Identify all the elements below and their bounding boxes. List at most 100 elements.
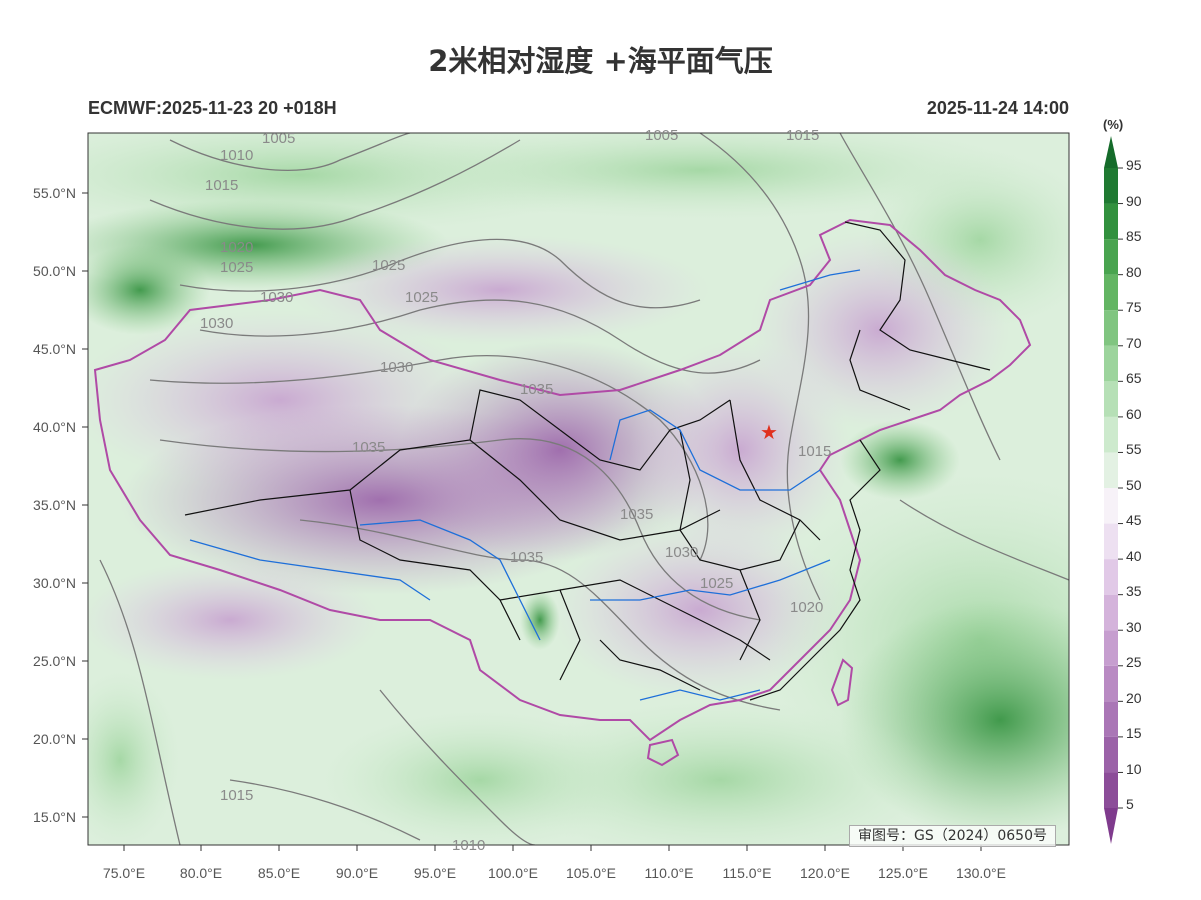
lat-label: 25.0°N — [33, 653, 76, 669]
valid-time-label: 2025-11-24 14:00 — [926, 98, 1069, 118]
colorbar-segment — [1104, 630, 1118, 666]
capital-star-icon: ★ — [760, 420, 778, 444]
colorbar-segment — [1104, 701, 1118, 737]
colorbar-label: 65 — [1126, 370, 1142, 386]
lon-label: 95.0°E — [414, 865, 456, 881]
isobar-label: 1035 — [520, 381, 553, 398]
isobar-label: 1005 — [645, 127, 678, 144]
colorbar-segment — [1104, 381, 1118, 417]
isobar-label: 1025 — [220, 259, 253, 276]
colorbar-label: 25 — [1126, 654, 1142, 670]
colorbar-unit: (%) — [1103, 117, 1124, 132]
colorbar-label: 45 — [1126, 512, 1142, 528]
province-borders — [184, 221, 991, 691]
lat-label: 15.0°N — [33, 809, 76, 825]
lat-label: 30.0°N — [33, 575, 76, 591]
isobar-label: 1030 — [380, 359, 413, 376]
colorbar-label: 70 — [1126, 335, 1142, 351]
colorbar-segment — [1104, 452, 1118, 488]
isobar-label: 1025 — [372, 257, 405, 274]
isobar-label: 1020 — [220, 239, 253, 256]
colorbar-segment — [1104, 345, 1118, 382]
colorbar-arrow-top — [1104, 136, 1118, 168]
colorbar-segment — [1104, 274, 1118, 311]
lat-label: 50.0°N — [33, 263, 76, 279]
colorbar-segment — [1104, 594, 1118, 631]
lat-label: 20.0°N — [33, 731, 76, 747]
lat-labels: 15.0°N 20.0°N 25.0°N 30.0°N 35.0°N 40.0°… — [33, 185, 76, 825]
lon-label: 125.0°E — [878, 865, 928, 881]
colorbar-label: 15 — [1126, 725, 1142, 741]
colorbar-labels: 5 10 15 20 25 30 35 40 45 50 55 60 65 70… — [1126, 157, 1142, 812]
map-frame — [87, 132, 1070, 846]
lon-label: 80.0°E — [180, 865, 222, 881]
colorbar-label: 40 — [1126, 548, 1142, 564]
colorbar-arrow-bottom — [1104, 808, 1118, 844]
colorbar-segment — [1104, 736, 1118, 773]
hainan-island — [646, 738, 680, 767]
model-run-label: ECMWF:2025-11-23 20 +018H — [88, 98, 337, 118]
colorbar-segment — [1104, 559, 1118, 595]
colorbar-segment — [1104, 772, 1118, 808]
colorbar-label: 80 — [1126, 264, 1142, 280]
lon-labels: 75.0°E 80.0°E 85.0°E 90.0°E 95.0°E 100.0… — [103, 865, 1006, 881]
isobar-label: 1020 — [790, 599, 823, 616]
isobar-label: 1025 — [405, 289, 438, 306]
isobar-label: 1015 — [786, 127, 819, 144]
colorbar-label: 5 — [1126, 796, 1134, 812]
colorbar-label: 30 — [1126, 619, 1142, 635]
colorbar-segment — [1104, 203, 1118, 240]
lat-label: 40.0°N — [33, 419, 76, 435]
colorbar-label: 55 — [1126, 441, 1142, 457]
lon-label: 100.0°E — [488, 865, 538, 881]
isobar-label: 1035 — [352, 439, 385, 456]
lon-label: 90.0°E — [336, 865, 378, 881]
colorbar-segment — [1104, 665, 1118, 702]
colorbar-label: 60 — [1126, 406, 1142, 422]
colorbar-label: 95 — [1126, 157, 1142, 173]
colorbar-label: 35 — [1126, 583, 1142, 599]
colorbar-segment — [1104, 310, 1118, 346]
china-border — [93, 218, 1032, 742]
map-title: 2米相对湿度 +海平面气压 — [428, 44, 773, 78]
isobar-label: 1035 — [620, 506, 653, 523]
isobar-label: 1010 — [220, 147, 253, 164]
colorbar — [1104, 136, 1123, 844]
isobar-labels: 1005 1010 1015 1020 1025 1025 1025 1030 … — [200, 127, 831, 854]
lon-label: 105.0°E — [566, 865, 616, 881]
humidity-field — [88, 133, 1069, 845]
colorbar-segment — [1104, 488, 1118, 524]
lat-label: 45.0°N — [33, 341, 76, 357]
isobar-label: 1030 — [665, 544, 698, 561]
isobar-label: 1005 — [262, 130, 295, 147]
lon-label: 130.0°E — [956, 865, 1006, 881]
lat-label: 55.0°N — [33, 185, 76, 201]
lon-label: 120.0°E — [800, 865, 850, 881]
lon-label: 85.0°E — [258, 865, 300, 881]
colorbar-label: 20 — [1126, 690, 1142, 706]
isobars — [99, 133, 1069, 845]
colorbar-segment — [1104, 416, 1118, 453]
isobar-label: 1030 — [260, 289, 293, 306]
lat-label: 35.0°N — [33, 497, 76, 513]
rivers — [189, 269, 861, 701]
colorbar-segment — [1104, 523, 1118, 560]
lon-label: 75.0°E — [103, 865, 145, 881]
lat-ticks — [82, 192, 88, 818]
lon-label: 115.0°E — [723, 865, 772, 881]
colorbar-label: 10 — [1126, 761, 1142, 777]
colorbar-segment — [1104, 168, 1118, 204]
colorbar-label: 50 — [1126, 477, 1142, 493]
colorbar-label: 75 — [1126, 299, 1142, 315]
coastline — [749, 439, 881, 701]
isobar-label: 1010 — [452, 837, 485, 854]
isobar-label: 1030 — [200, 315, 233, 332]
isobar-label: 1035 — [510, 549, 543, 566]
colorbar-label: 90 — [1126, 193, 1142, 209]
map-approval-number: 审图号：GS（2024）0650号 — [849, 825, 1056, 847]
colorbar-segment — [1104, 239, 1118, 275]
colorbar-label: 85 — [1126, 228, 1142, 244]
isobar-label: 1015 — [798, 443, 831, 460]
isobar-label: 1015 — [220, 787, 253, 804]
